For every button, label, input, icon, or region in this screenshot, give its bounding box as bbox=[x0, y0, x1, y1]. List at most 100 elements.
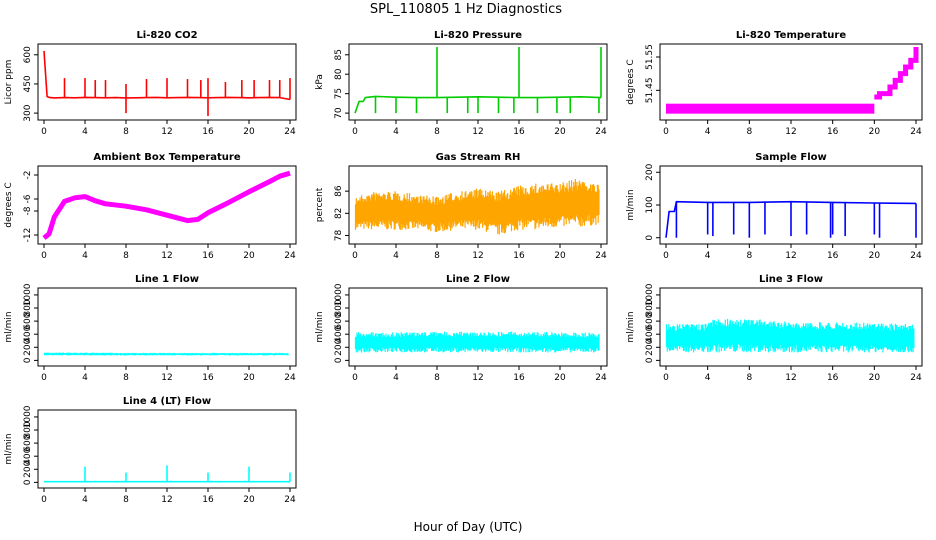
y-tick-label: 800 bbox=[23, 299, 33, 316]
x-tick-label: 16 bbox=[202, 127, 214, 137]
x-tick-label: 16 bbox=[827, 373, 839, 383]
series-line bbox=[665, 200, 917, 238]
x-tick-label: 8 bbox=[123, 373, 129, 383]
y-axis-label: degrees C bbox=[626, 59, 636, 104]
y-tick-label: 1000 bbox=[645, 283, 655, 306]
figure-xlabel: Hour of Day (UTC) bbox=[414, 520, 523, 534]
x-tick-label: 8 bbox=[123, 127, 129, 137]
y-tick-label: 600 bbox=[334, 312, 344, 329]
x-tick-label: 8 bbox=[434, 251, 440, 261]
y-tick-label: 51.45 bbox=[645, 77, 655, 103]
figure-title: SPL_110805 1 Hz Diagnostics bbox=[370, 2, 562, 17]
series-band bbox=[354, 331, 600, 353]
y-tick-label: 800 bbox=[334, 299, 344, 316]
panel-title: Line 2 Flow bbox=[446, 274, 510, 285]
y-tick-label: 80 bbox=[334, 68, 344, 80]
panel-1: Li-820 Pressure kPa 0 4 8 12 16 20 24 70 75 80 85 bbox=[315, 30, 608, 137]
y-tick-label: 86 bbox=[334, 185, 344, 197]
x-tick-label: 24 bbox=[910, 127, 922, 137]
y-tick-label: 78 bbox=[334, 229, 344, 241]
x-tick-label: 4 bbox=[82, 251, 88, 261]
x-tick-label: 8 bbox=[434, 127, 440, 137]
x-tick-label: 8 bbox=[746, 373, 752, 383]
x-tick-label: 8 bbox=[123, 251, 129, 261]
x-tick-label: 4 bbox=[705, 127, 711, 137]
x-tick-label: 20 bbox=[554, 251, 566, 261]
panel-9: Line 4 (LT) Flow ml/min 0 4 8 12 16 20 24 0 200400… bbox=[4, 396, 297, 505]
panel-title: Ambient Box Temperature bbox=[93, 152, 240, 163]
panel-7: Line 2 Flow ml/min 0 4 8 12 16 20 24 0 20040060080… bbox=[315, 274, 608, 383]
x-tick-label: 20 bbox=[869, 373, 881, 383]
x-tick-label: 16 bbox=[202, 251, 214, 261]
x-tick-label: 12 bbox=[785, 251, 796, 261]
x-tick-label: 0 bbox=[41, 251, 47, 261]
y-tick-label: 450 bbox=[23, 75, 33, 92]
series-band bbox=[666, 103, 875, 114]
x-tick-label: 24 bbox=[284, 127, 296, 137]
x-tick-label: 8 bbox=[746, 251, 752, 261]
y-tick-label: 1000 bbox=[23, 405, 33, 428]
x-tick-label: 4 bbox=[705, 251, 711, 261]
panel-title: Line 3 Flow bbox=[759, 274, 823, 285]
y-tick-label: 800 bbox=[645, 299, 655, 316]
y-tick-label: 0 bbox=[23, 479, 33, 485]
y-tick-label: 600 bbox=[23, 46, 33, 63]
y-axis-label: percent bbox=[315, 187, 325, 222]
y-tick-label: 800 bbox=[23, 421, 33, 438]
panel-title: Li-820 Pressure bbox=[434, 30, 522, 41]
panel-4: Gas Stream RH percent 0 4 8 12 16 20 24 78 82 86 bbox=[315, 152, 608, 261]
x-tick-label: 16 bbox=[513, 251, 525, 261]
x-tick-label: 4 bbox=[82, 373, 88, 383]
y-tick-label: 200 bbox=[645, 163, 655, 180]
x-tick-label: 20 bbox=[554, 127, 566, 137]
y-tick-label: 600 bbox=[23, 434, 33, 451]
panel-title: Line 1 Flow bbox=[135, 274, 199, 285]
y-axis-label: ml/min bbox=[626, 311, 636, 342]
x-tick-label: 16 bbox=[827, 127, 839, 137]
x-tick-label: 20 bbox=[243, 373, 255, 383]
panel-6: Line 1 Flow ml/min 0 4 8 12 16 20 24 0 20040060080… bbox=[4, 274, 297, 383]
x-tick-label: 24 bbox=[595, 127, 607, 137]
panel-5: Sample Flow ml/min 0 4 8 12 16 20 24 0 100 200 bbox=[626, 152, 923, 261]
x-tick-label: 8 bbox=[434, 373, 440, 383]
x-tick-label: 20 bbox=[554, 373, 566, 383]
panel-2: Li-820 Temperature degrees C 0 4 8 12 16 20 24 51… bbox=[626, 30, 923, 137]
y-tick-label: -8 bbox=[23, 206, 33, 215]
panel-title: Li-820 Temperature bbox=[736, 30, 846, 41]
y-axis-label: ml/min bbox=[626, 189, 636, 220]
y-tick-label: 400 bbox=[23, 325, 33, 342]
y-tick-label: 70 bbox=[334, 107, 344, 119]
x-tick-label: 0 bbox=[352, 373, 358, 383]
x-tick-label: 4 bbox=[705, 373, 711, 383]
x-tick-label: 8 bbox=[746, 127, 752, 137]
y-tick-label: 51.55 bbox=[645, 44, 655, 70]
panel-frame bbox=[37, 165, 297, 245]
x-tick-label: 12 bbox=[785, 373, 796, 383]
x-tick-label: 8 bbox=[123, 495, 129, 505]
y-axis-label: ml/min bbox=[315, 311, 325, 342]
x-tick-label: 12 bbox=[161, 495, 172, 505]
x-tick-label: 4 bbox=[82, 127, 88, 137]
x-tick-label: 4 bbox=[393, 251, 399, 261]
x-tick-label: 0 bbox=[352, 127, 358, 137]
x-tick-label: 20 bbox=[869, 251, 881, 261]
y-axis-label: Licor ppm bbox=[4, 60, 14, 105]
series-steps bbox=[874, 47, 919, 100]
panel-3: Ambient Box Temperature degrees C 0 4 8 12 16 2… bbox=[4, 152, 297, 261]
series-line bbox=[43, 50, 291, 101]
x-tick-label: 12 bbox=[472, 251, 483, 261]
y-tick-label: 82 bbox=[334, 208, 344, 219]
x-tick-label: 4 bbox=[82, 495, 88, 505]
x-tick-label: 12 bbox=[785, 127, 796, 137]
x-tick-label: 12 bbox=[161, 127, 172, 137]
x-tick-label: 12 bbox=[161, 373, 172, 383]
y-axis-label: degrees C bbox=[4, 182, 14, 227]
x-tick-label: 20 bbox=[869, 127, 881, 137]
x-tick-label: 24 bbox=[284, 373, 296, 383]
panel-title: Gas Stream RH bbox=[436, 152, 521, 163]
y-tick-label: 85 bbox=[334, 49, 344, 60]
series-band bbox=[665, 318, 915, 353]
x-tick-label: 20 bbox=[243, 127, 255, 137]
y-tick-label: 400 bbox=[334, 325, 344, 342]
